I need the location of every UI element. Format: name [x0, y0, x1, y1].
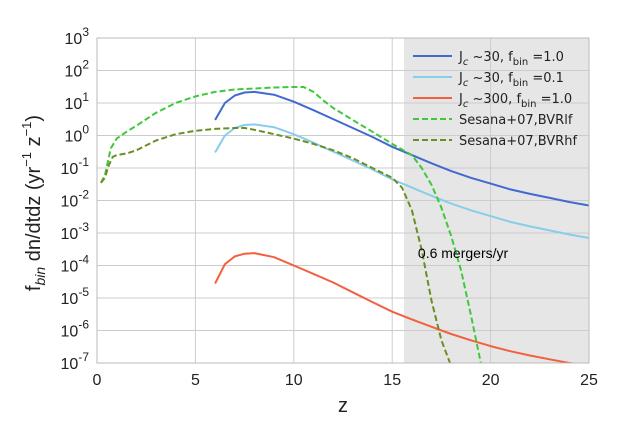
x-tick-label: 0: [93, 372, 102, 389]
y-tick-label: 10-6: [61, 318, 90, 341]
y-tick-label: 101: [65, 90, 90, 113]
y-tick-label: 10-7: [61, 350, 90, 373]
series-line-4: [100, 86, 482, 363]
x-tick-label: 25: [580, 372, 598, 389]
annotation-mergers: 0.6 mergers/yr: [418, 245, 509, 261]
plot-frame: [96, 37, 590, 364]
y-axis-label: fbin dn/dtdz (yr−1 z−1): [19, 115, 48, 291]
y-tick-label: 10-3: [61, 220, 90, 243]
series-line-1: [214, 90, 589, 207]
x-tick-label: 5: [191, 372, 200, 389]
series-line-2: [214, 123, 589, 239]
y-tick-label: 100: [65, 123, 90, 146]
y-tick-label: 10-5: [61, 285, 90, 308]
x-tick-label: 10: [285, 372, 303, 389]
x-tick-label: 20: [482, 372, 500, 389]
legend-label-2: Jc ~30, fbin =0.1: [458, 71, 564, 89]
series-line-5: [100, 127, 452, 363]
legend-label-1: Jc ~30, fbin =1.0: [458, 50, 564, 68]
x-axis-label: z: [338, 395, 348, 417]
y-tick-label: 10-4: [61, 253, 90, 276]
y-tick-label: 103: [65, 25, 90, 48]
legend-label-5: Sesana+07,BVRhf: [459, 134, 577, 149]
y-tick-label: 102: [65, 58, 90, 81]
legend-label-3: Jc ~300, fbin =1.0: [458, 92, 572, 110]
x-tick-label: 15: [383, 372, 401, 389]
y-tick-label: 10-2: [61, 188, 90, 211]
y-tick-label: 10-1: [61, 155, 90, 178]
series-line-3: [214, 252, 578, 363]
legend-label-4: Sesana+07,BVRlf: [459, 113, 573, 128]
